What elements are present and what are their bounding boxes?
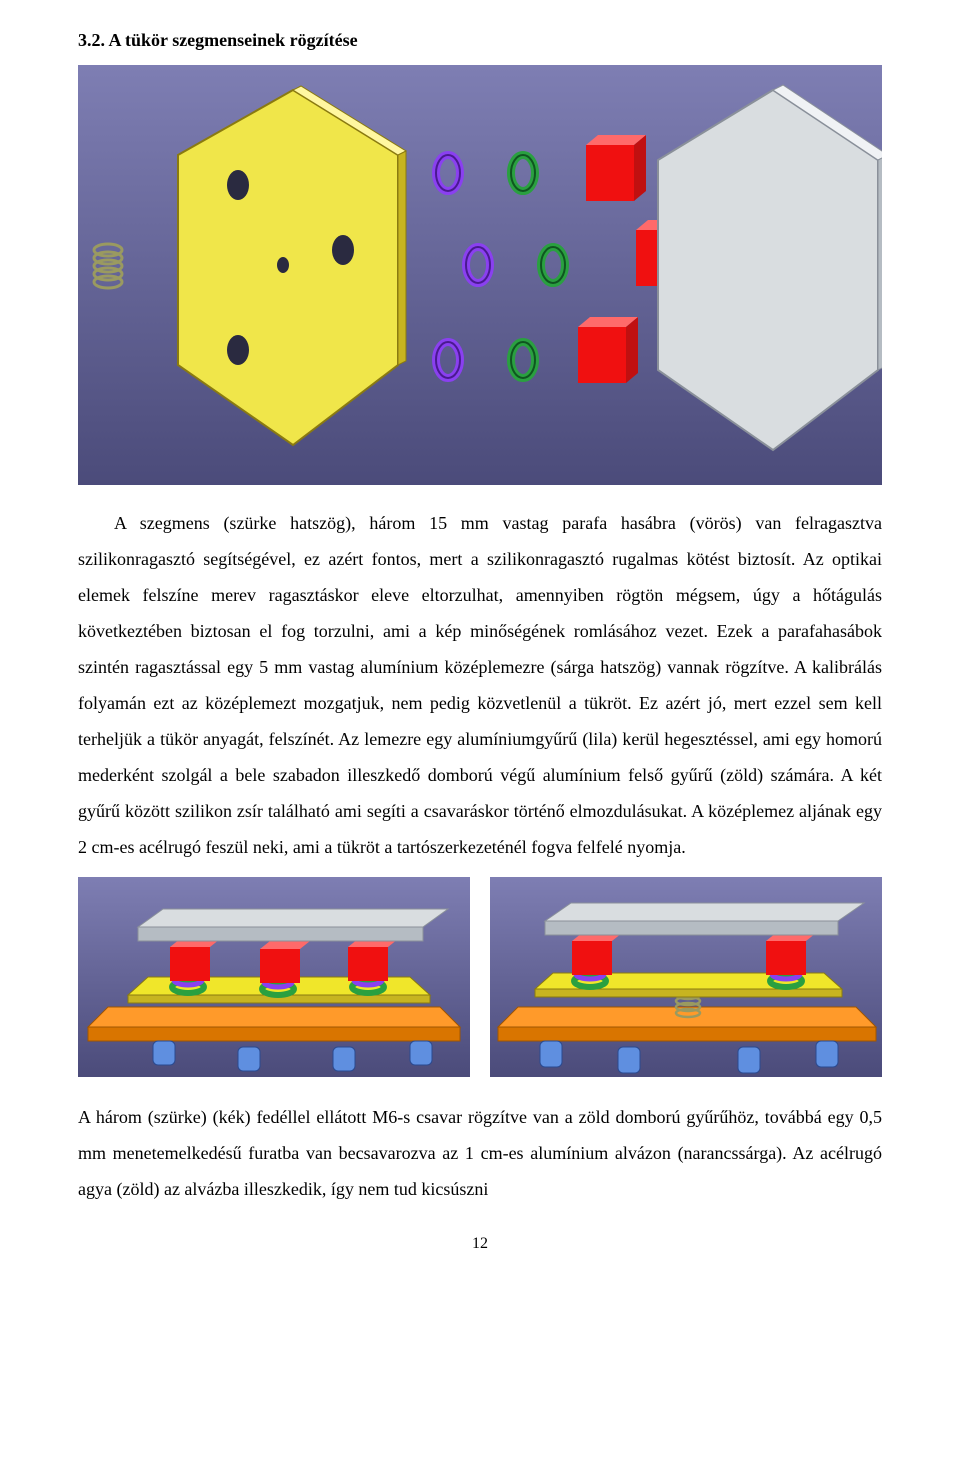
figure-row xyxy=(78,877,882,1077)
paragraph-2: A három (szürke) (kék) fedéllel ellátott… xyxy=(78,1099,882,1207)
figure-exploded-view xyxy=(78,65,882,485)
figure-assembled-left xyxy=(78,877,470,1077)
section-heading: 3.2. A tükör szegmenseinek rögzítése xyxy=(78,30,882,51)
page-number: 12 xyxy=(78,1235,882,1253)
paragraph-1: A szegmens (szürke hatszög), három 15 mm… xyxy=(78,505,882,865)
figure-assembled-right xyxy=(490,877,882,1077)
